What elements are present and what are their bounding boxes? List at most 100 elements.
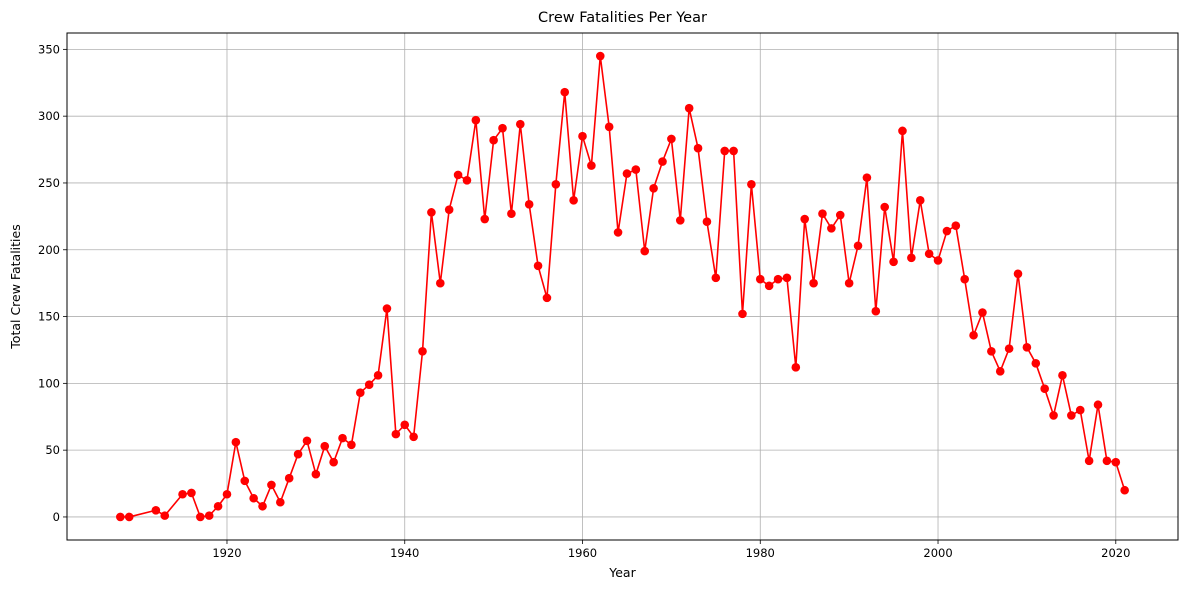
data-point bbox=[284, 473, 294, 483]
data-point bbox=[818, 209, 827, 218]
data-point bbox=[356, 388, 365, 398]
data-point bbox=[1031, 359, 1041, 368]
y-axis-label: Total Crew Fatalities bbox=[8, 224, 23, 349]
data-point bbox=[960, 274, 969, 284]
x-axis-label: Year bbox=[608, 565, 636, 580]
data-point bbox=[462, 175, 472, 185]
data-point bbox=[587, 161, 596, 170]
data-point bbox=[489, 135, 498, 145]
data-point bbox=[1004, 344, 1014, 353]
data-point bbox=[311, 469, 321, 479]
data-point bbox=[515, 119, 525, 129]
y-tick-label: 300 bbox=[38, 109, 60, 123]
data-point bbox=[444, 205, 454, 214]
data-point bbox=[1067, 411, 1076, 420]
y-tick-label: 100 bbox=[38, 376, 60, 390]
data-point bbox=[320, 441, 330, 451]
data-point bbox=[1013, 269, 1023, 279]
y-tick-label: 200 bbox=[38, 243, 60, 257]
data-point bbox=[391, 429, 401, 439]
data-point bbox=[249, 493, 258, 503]
data-point bbox=[196, 512, 205, 522]
y-tick-label: 350 bbox=[38, 42, 60, 56]
data-point bbox=[329, 457, 338, 467]
data-point bbox=[782, 273, 792, 283]
data-point bbox=[1093, 400, 1103, 410]
data-point bbox=[915, 196, 925, 205]
data-point bbox=[222, 489, 232, 499]
data-point bbox=[827, 224, 836, 233]
data-point bbox=[631, 165, 641, 174]
data-point bbox=[755, 274, 765, 284]
data-point bbox=[595, 51, 605, 61]
data-point bbox=[435, 278, 445, 288]
data-point bbox=[809, 278, 818, 288]
data-point bbox=[302, 436, 312, 446]
data-point bbox=[622, 169, 632, 178]
x-tick-label: 1960 bbox=[568, 546, 597, 560]
data-point bbox=[649, 184, 658, 193]
data-point bbox=[560, 87, 570, 97]
data-point bbox=[569, 196, 578, 205]
data-point bbox=[880, 202, 889, 212]
data-point bbox=[453, 170, 463, 180]
data-point bbox=[471, 115, 481, 125]
data-point bbox=[747, 179, 756, 189]
data-point bbox=[347, 440, 356, 450]
x-tick-label: 2000 bbox=[923, 546, 952, 560]
data-point bbox=[373, 371, 383, 380]
data-point bbox=[924, 249, 934, 259]
data-point bbox=[498, 123, 507, 133]
data-point bbox=[364, 380, 374, 389]
data-point bbox=[800, 214, 810, 224]
data-point bbox=[711, 273, 721, 283]
y-tick-label: 150 bbox=[38, 310, 60, 324]
data-point bbox=[613, 228, 623, 237]
y-tick-label: 50 bbox=[45, 443, 60, 457]
data-point bbox=[382, 304, 392, 313]
data-point bbox=[942, 226, 952, 236]
data-point bbox=[791, 363, 801, 372]
data-point bbox=[267, 480, 276, 490]
data-point bbox=[240, 476, 250, 486]
data-point bbox=[151, 505, 161, 515]
data-point bbox=[729, 146, 738, 156]
data-point bbox=[160, 511, 170, 520]
data-point bbox=[764, 281, 774, 291]
data-point bbox=[693, 143, 703, 153]
data-point bbox=[862, 173, 872, 182]
data-point bbox=[542, 293, 552, 303]
data-point bbox=[276, 497, 285, 507]
data-point bbox=[658, 157, 667, 166]
y-axis: 0 50 100 150 200 250 300 350 bbox=[38, 42, 67, 524]
grid bbox=[67, 33, 1178, 540]
data-point bbox=[400, 420, 410, 430]
data-point bbox=[1084, 456, 1094, 466]
x-tick-label: 1940 bbox=[390, 546, 419, 560]
data-point bbox=[187, 488, 196, 498]
x-tick-label: 1920 bbox=[212, 546, 241, 560]
data-point bbox=[418, 346, 427, 356]
series-line-group bbox=[116, 51, 1129, 522]
data-point bbox=[1075, 405, 1085, 415]
data-point bbox=[231, 437, 241, 447]
data-point bbox=[427, 208, 436, 217]
plot-frame bbox=[66, 32, 1179, 541]
data-point bbox=[995, 367, 1005, 376]
data-point bbox=[213, 501, 223, 511]
data-point bbox=[987, 346, 996, 356]
y-tick-label: 250 bbox=[38, 176, 60, 190]
data-point bbox=[951, 221, 961, 231]
data-point bbox=[1102, 456, 1112, 466]
data-point bbox=[1058, 371, 1067, 380]
x-axis: 1920 1940 1960 1980 2000 2020 bbox=[212, 540, 1130, 560]
chart-title: Crew Fatalities Per Year bbox=[538, 10, 707, 26]
data-point bbox=[604, 122, 614, 132]
data-point bbox=[533, 261, 543, 271]
data-point bbox=[702, 217, 712, 227]
data-point bbox=[204, 511, 214, 520]
data-point bbox=[978, 308, 987, 317]
data-point bbox=[551, 179, 561, 189]
data-point bbox=[853, 241, 863, 251]
